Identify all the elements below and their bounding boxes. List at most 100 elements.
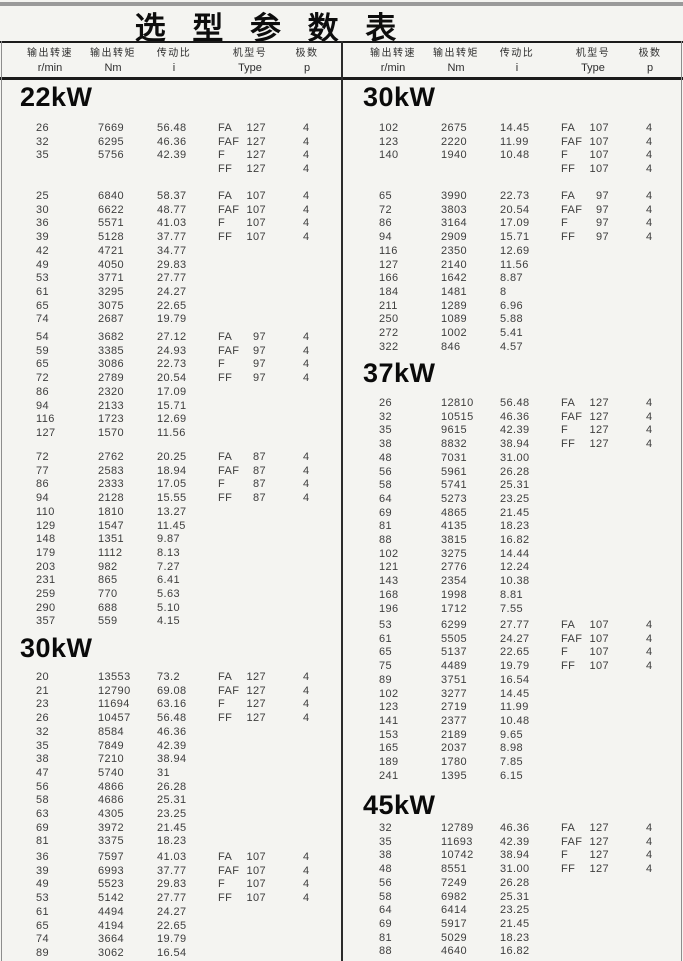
table-row: 290 688 5.10 xyxy=(0,602,341,616)
table-row: 49 5523 29.83 F 107 4 xyxy=(0,878,341,892)
cell-output-speed: 116 xyxy=(36,413,55,426)
cell-output-speed: 75 xyxy=(379,660,393,673)
cell-ratio: 21.45 xyxy=(500,506,530,519)
cell-poles: 4 xyxy=(303,892,310,905)
cell-poles: 4 xyxy=(303,864,310,877)
cell-ratio: 17.05 xyxy=(157,478,187,491)
cell-output-torque: 2789 xyxy=(98,372,125,385)
table-row: 26 10457 56.48 FF 127 4 xyxy=(0,712,341,726)
cell-ratio: 11.56 xyxy=(500,258,529,271)
cell-ratio: 37.77 xyxy=(157,864,187,877)
cell-poles: 4 xyxy=(646,122,653,134)
cell-ratio: 42.39 xyxy=(157,149,187,162)
table-row: 58 4686 25.31 xyxy=(0,794,341,808)
cell-ratio: 22.73 xyxy=(500,190,530,202)
cell-output-torque: 4494 xyxy=(98,905,125,918)
cell-ratio: 16.82 xyxy=(500,945,530,958)
cell-poles: 4 xyxy=(303,163,310,176)
table-row: 48 7031 31.00 xyxy=(343,452,682,466)
cell-output-torque: 9615 xyxy=(441,424,468,437)
cell-output-torque: 7849 xyxy=(98,739,125,752)
table-row: 203 982 7.27 xyxy=(0,561,341,575)
table-row: 35 5756 42.39 F 127 4 xyxy=(0,149,341,163)
cell-type-size: 127 xyxy=(589,424,609,437)
cell-output-torque: 3275 xyxy=(441,547,468,560)
cell-output-torque: 13553 xyxy=(98,671,131,683)
cell-ratio: 4.15 xyxy=(157,615,181,628)
table-row: 61 4494 24.27 xyxy=(0,906,341,920)
cell-poles: 4 xyxy=(303,878,310,891)
cell-ratio: 24.27 xyxy=(500,632,530,645)
cell-output-torque: 2333 xyxy=(98,478,125,491)
column-header-rmin: 输出转速 r/min xyxy=(5,46,95,75)
cell-poles: 4 xyxy=(646,849,653,862)
table-row: 165 2037 8.98 xyxy=(343,742,682,756)
table-row: FF 107 4 xyxy=(343,163,682,177)
cell-ratio: 12.69 xyxy=(500,244,530,257)
cell-output-torque: 2189 xyxy=(441,728,468,741)
cell-ratio: 5.88 xyxy=(500,313,524,326)
cell-type-size: 107 xyxy=(246,851,266,863)
column-header-label-en: Nm xyxy=(104,62,122,74)
cell-type-size: 87 xyxy=(252,451,266,463)
column-header-p: 极数 p xyxy=(262,46,352,75)
cell-output-torque: 770 xyxy=(98,588,118,600)
cell-output-torque: 3972 xyxy=(98,821,125,834)
cell-output-torque: 6622 xyxy=(98,203,125,216)
table-row: 69 5917 21.45 xyxy=(343,918,682,932)
cell-output-speed: 143 xyxy=(379,575,399,588)
table-row: 123 2719 11.99 xyxy=(343,701,682,715)
table-row: 36 7597 41.03 FA 107 4 xyxy=(0,851,341,865)
cell-type-size: 107 xyxy=(246,203,266,216)
cell-output-speed: 81 xyxy=(379,931,393,944)
cell-ratio: 31.00 xyxy=(500,451,530,464)
cell-output-speed: 86 xyxy=(36,385,50,398)
cell-poles: 4 xyxy=(303,231,310,244)
table-row: 241 1395 6.15 xyxy=(343,770,682,784)
cell-type-size: 127 xyxy=(246,712,266,725)
table-row: 65 4194 22.65 xyxy=(0,920,341,934)
table-row: 25 6840 58.37 FA 107 4 xyxy=(0,190,341,204)
table-row: 74 3664 19.79 xyxy=(0,933,341,947)
cell-poles: 4 xyxy=(646,217,653,230)
cell-type-prefix: FAF xyxy=(561,835,583,848)
cell-output-speed: 64 xyxy=(379,904,393,917)
cell-output-speed: 259 xyxy=(36,588,56,600)
cell-output-speed: 30 xyxy=(36,203,50,216)
cell-ratio: 23.25 xyxy=(500,904,530,917)
cell-ratio: 18.94 xyxy=(157,464,187,477)
table-row: 231 865 6.41 xyxy=(0,574,341,588)
cell-type-prefix: FF xyxy=(561,438,576,451)
cell-output-speed: 53 xyxy=(36,272,50,285)
cell-ratio: 29.83 xyxy=(157,258,187,271)
cell-output-speed: 32 xyxy=(36,135,50,148)
cell-output-torque: 3295 xyxy=(98,285,125,298)
cell-output-torque: 1112 xyxy=(98,546,123,559)
section-heading-30kw: 30kW xyxy=(363,82,436,112)
cell-poles: 4 xyxy=(646,424,653,437)
cell-output-torque: 5523 xyxy=(98,878,125,891)
column-header-label-en: i xyxy=(515,62,519,74)
table-row: 63 4305 23.25 xyxy=(0,808,341,822)
cell-ratio: 11.99 xyxy=(500,701,529,714)
cell-poles: 4 xyxy=(646,410,653,423)
cell-type-prefix: FF xyxy=(561,660,576,673)
cell-output-speed: 53 xyxy=(36,892,50,905)
cell-output-torque: 2140 xyxy=(441,258,468,271)
cell-ratio: 24.27 xyxy=(157,905,187,918)
cell-output-torque: 3771 xyxy=(98,272,125,285)
table-row: 65 5137 22.65 F 107 4 xyxy=(343,646,682,660)
cell-output-speed: 72 xyxy=(379,203,393,216)
cell-type-prefix: FAF xyxy=(561,203,583,216)
cell-ratio: 5.63 xyxy=(157,588,181,600)
cell-ratio: 16.54 xyxy=(157,946,187,959)
cell-ratio: 15.71 xyxy=(500,231,530,244)
table-row: 74 2687 19.79 xyxy=(0,313,341,327)
cell-ratio: 18.23 xyxy=(500,520,530,533)
cell-output-torque: 2128 xyxy=(98,492,125,505)
cell-type-size: 97 xyxy=(595,231,609,244)
cell-output-speed: 32 xyxy=(379,410,393,423)
cell-output-torque: 2909 xyxy=(441,231,468,244)
cell-output-torque: 3385 xyxy=(98,344,125,357)
cell-ratio: 8 xyxy=(500,285,507,298)
